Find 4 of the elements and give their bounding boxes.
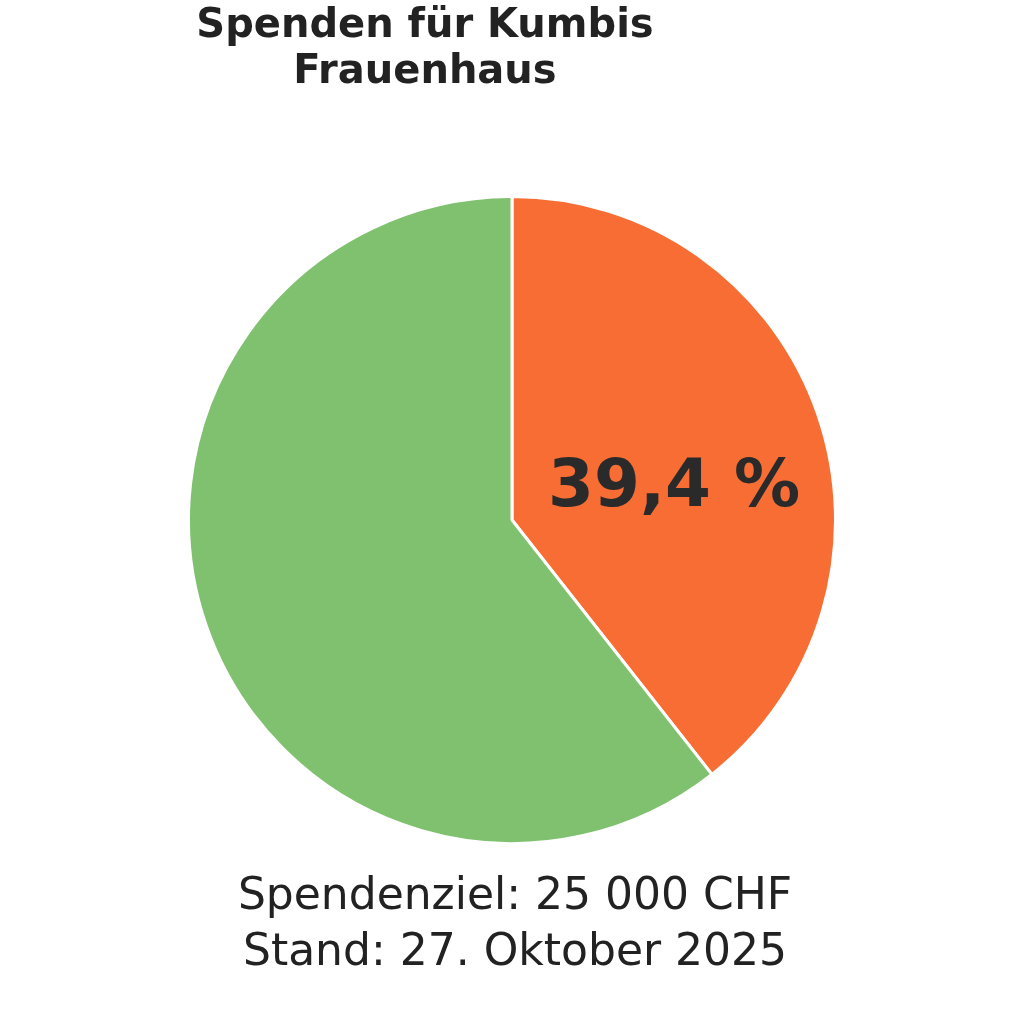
text: Spendenziel: 25 000 CHF xyxy=(236,867,794,921)
data-label: 39,4 % xyxy=(548,445,801,523)
chart-title: Spenden für Kumbis Frauenhaus xyxy=(195,0,655,92)
text: Stand: 27. Oktober 2025 xyxy=(241,923,789,977)
